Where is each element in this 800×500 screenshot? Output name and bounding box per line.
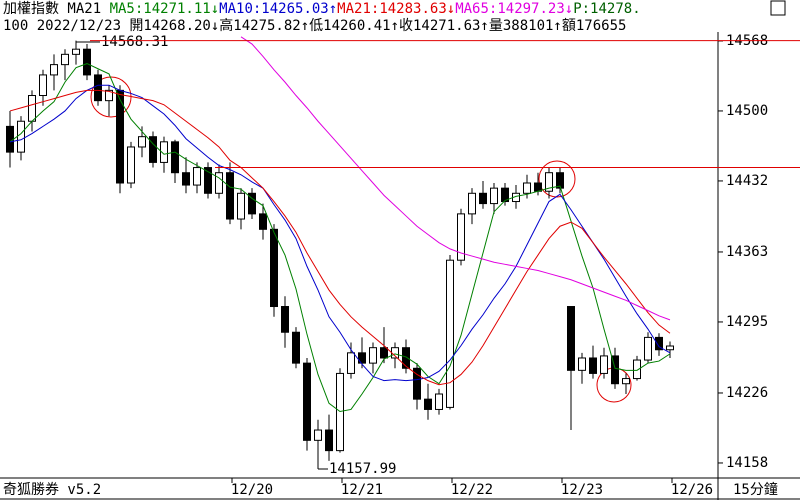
candle-body (534, 182, 542, 192)
candle-body (160, 141, 168, 163)
candle-body (501, 187, 509, 203)
candle-body (589, 357, 597, 374)
header-line: 加權指數 MA21 MA5:14271.11↓MA10:14265.03↑MA2… (3, 1, 641, 17)
candle-body (281, 306, 289, 333)
candle-body (325, 429, 333, 452)
candle-body (314, 429, 322, 441)
candle-body (622, 378, 630, 385)
candle-body (292, 331, 300, 364)
header-segment: P:14278. (573, 1, 640, 17)
footer-right: 15分鐘 (733, 481, 778, 498)
window-button[interactable] (770, 0, 786, 16)
candle-body (226, 172, 234, 220)
header-segment: MA21:14283.63↓ (337, 1, 455, 17)
candle-body (347, 352, 355, 374)
candle-body (479, 192, 487, 205)
y-tick-label: 14226 (726, 385, 768, 401)
candle-body (28, 95, 36, 122)
y-tick-label: 14295 (726, 314, 768, 330)
candle-body (248, 192, 256, 215)
x-tick-label: 12/21 (341, 482, 383, 498)
candle-body (435, 393, 443, 410)
candle-body (259, 213, 267, 230)
x-tick-label: 12/20 (231, 482, 273, 498)
footer-left: 奇狐勝券 v5.2 (3, 481, 101, 498)
y-tick-label: 14432 (726, 173, 768, 189)
candle-body (468, 192, 476, 215)
header-segment: MA65:14297.23↓ (455, 1, 573, 17)
candle-body (72, 48, 80, 55)
plot-area (6, 36, 674, 463)
candle-body (578, 357, 586, 371)
candle-body (204, 167, 212, 194)
candle-body (424, 398, 432, 410)
header-segment: 加權指數 MA21 (3, 1, 110, 17)
y-tick-label: 14158 (726, 455, 768, 471)
header-segment: MA5:14271.11↓ (110, 1, 220, 17)
candle-body (127, 146, 135, 184)
candle-body (523, 182, 531, 194)
candle-body (611, 355, 619, 385)
candle-body (237, 192, 245, 220)
y-tick-label: 14363 (726, 244, 768, 260)
header-segment: MA10:14265.03↑ (219, 1, 337, 17)
candle-body (600, 355, 608, 374)
candle-body (215, 172, 223, 194)
annotation: 14568.31 (101, 34, 168, 50)
candle-body (490, 187, 498, 205)
candle-body (6, 125, 14, 153)
y-tick-label: 14500 (726, 103, 768, 119)
candle-body (567, 306, 575, 371)
annotation: 14157.99 (329, 461, 396, 477)
subheader: 100 2022/12/23 開14268.20↓高14275.82↑低1426… (3, 17, 626, 34)
candle-body (182, 172, 190, 186)
candle-body (545, 172, 553, 192)
candle-body (644, 336, 652, 361)
candle-body (94, 74, 102, 102)
candle-body (402, 347, 410, 369)
candle-body (633, 359, 641, 380)
candle-body (655, 336, 663, 351)
candle-body (270, 228, 278, 308)
candle-body (39, 74, 47, 97)
candle-body (138, 136, 146, 148)
candle-body (457, 213, 465, 261)
ma-line (240, 36, 671, 321)
ma-line (9, 89, 671, 386)
candle-body (171, 141, 179, 174)
candle-body (105, 89, 113, 102)
candle-body (61, 53, 69, 66)
candle-body (193, 167, 201, 186)
candle-body (413, 367, 421, 400)
candle-body (83, 48, 91, 76)
candle-body (336, 372, 344, 452)
candle-body (369, 347, 377, 364)
candle-body (380, 347, 388, 359)
candle-body (446, 259, 454, 408)
x-tick-label: 12/22 (451, 482, 493, 498)
candle-body (149, 136, 157, 163)
highlight-circle (538, 160, 576, 198)
x-tick-label: 12/26 (671, 482, 713, 498)
candle-body (358, 352, 366, 364)
candle-body (556, 172, 564, 189)
candle-body (666, 345, 674, 351)
candle-body (50, 64, 58, 76)
candle-body (17, 120, 25, 153)
ma-line (9, 84, 671, 382)
x-tick-label: 12/23 (561, 482, 603, 498)
candle-body (303, 362, 311, 441)
ma-line (9, 63, 671, 413)
